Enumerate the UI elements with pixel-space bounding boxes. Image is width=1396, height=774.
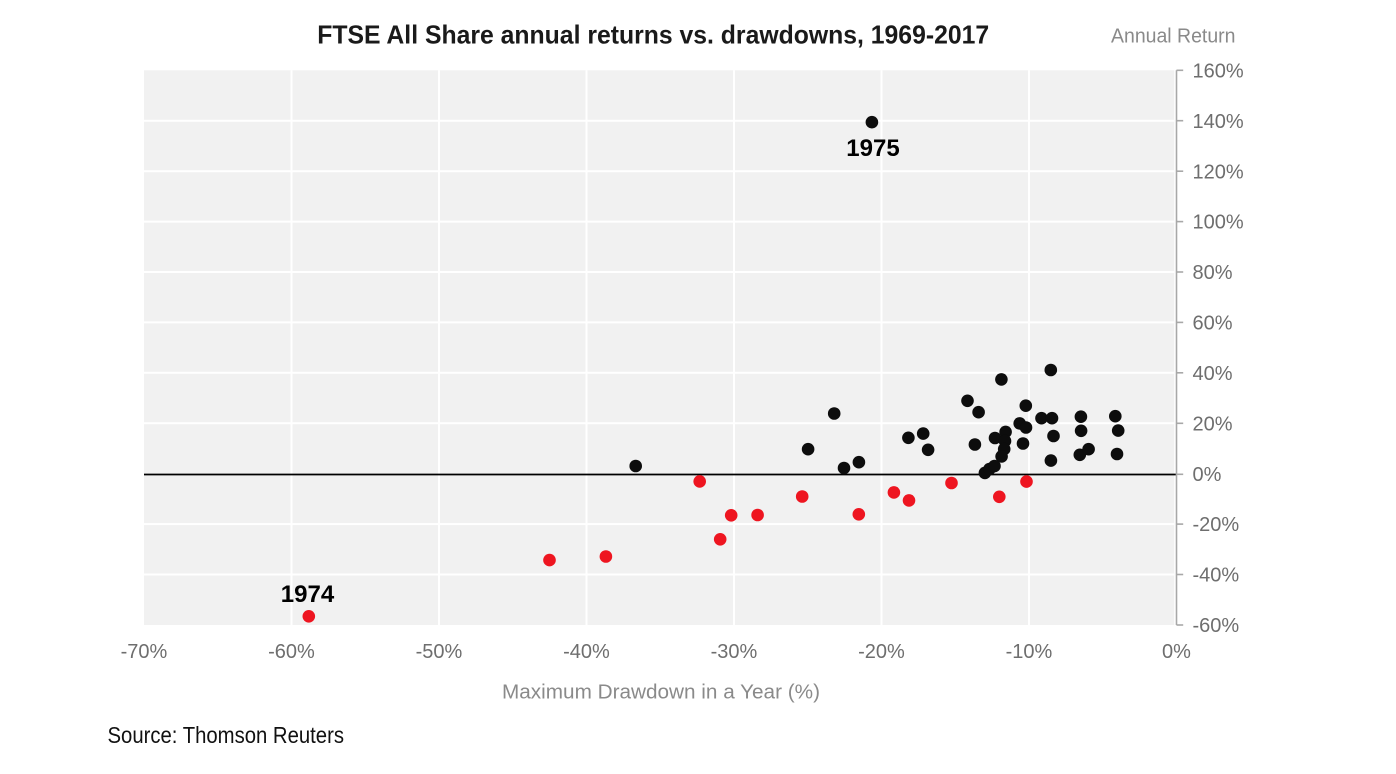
svg-text:1974: 1974	[281, 581, 335, 608]
svg-text:Annual Return: Annual Return	[1111, 26, 1236, 48]
svg-text:-40%: -40%	[563, 641, 610, 663]
svg-text:0%: 0%	[1162, 641, 1191, 663]
svg-text:-30%: -30%	[711, 641, 758, 663]
svg-text:-60%: -60%	[268, 641, 315, 663]
svg-text:120%: 120%	[1193, 161, 1244, 183]
svg-text:1975: 1975	[846, 135, 899, 162]
svg-text:60%: 60%	[1193, 313, 1233, 335]
svg-text:-40%: -40%	[1193, 565, 1240, 587]
svg-text:160%: 160%	[1193, 60, 1244, 82]
svg-text:20%: 20%	[1193, 413, 1233, 435]
svg-text:-60%: -60%	[1193, 615, 1240, 637]
svg-text:Maximum Drawdown in a Year (%): Maximum Drawdown in a Year (%)	[502, 681, 820, 703]
svg-text:100%: 100%	[1193, 212, 1244, 234]
svg-text:-20%: -20%	[858, 641, 905, 663]
svg-text:-10%: -10%	[1006, 641, 1053, 663]
svg-text:80%: 80%	[1193, 262, 1233, 284]
svg-text:FTSE All Share annual returns: FTSE All Share annual returns vs. drawdo…	[317, 20, 989, 50]
svg-text:40%: 40%	[1193, 363, 1233, 385]
svg-text:-50%: -50%	[416, 641, 463, 663]
svg-text:-20%: -20%	[1193, 514, 1240, 536]
svg-text:0%: 0%	[1193, 464, 1222, 486]
svg-text:Source: Thomson Reuters: Source: Thomson Reuters	[108, 722, 345, 748]
svg-text:-70%: -70%	[121, 641, 168, 663]
svg-text:140%: 140%	[1193, 111, 1244, 133]
